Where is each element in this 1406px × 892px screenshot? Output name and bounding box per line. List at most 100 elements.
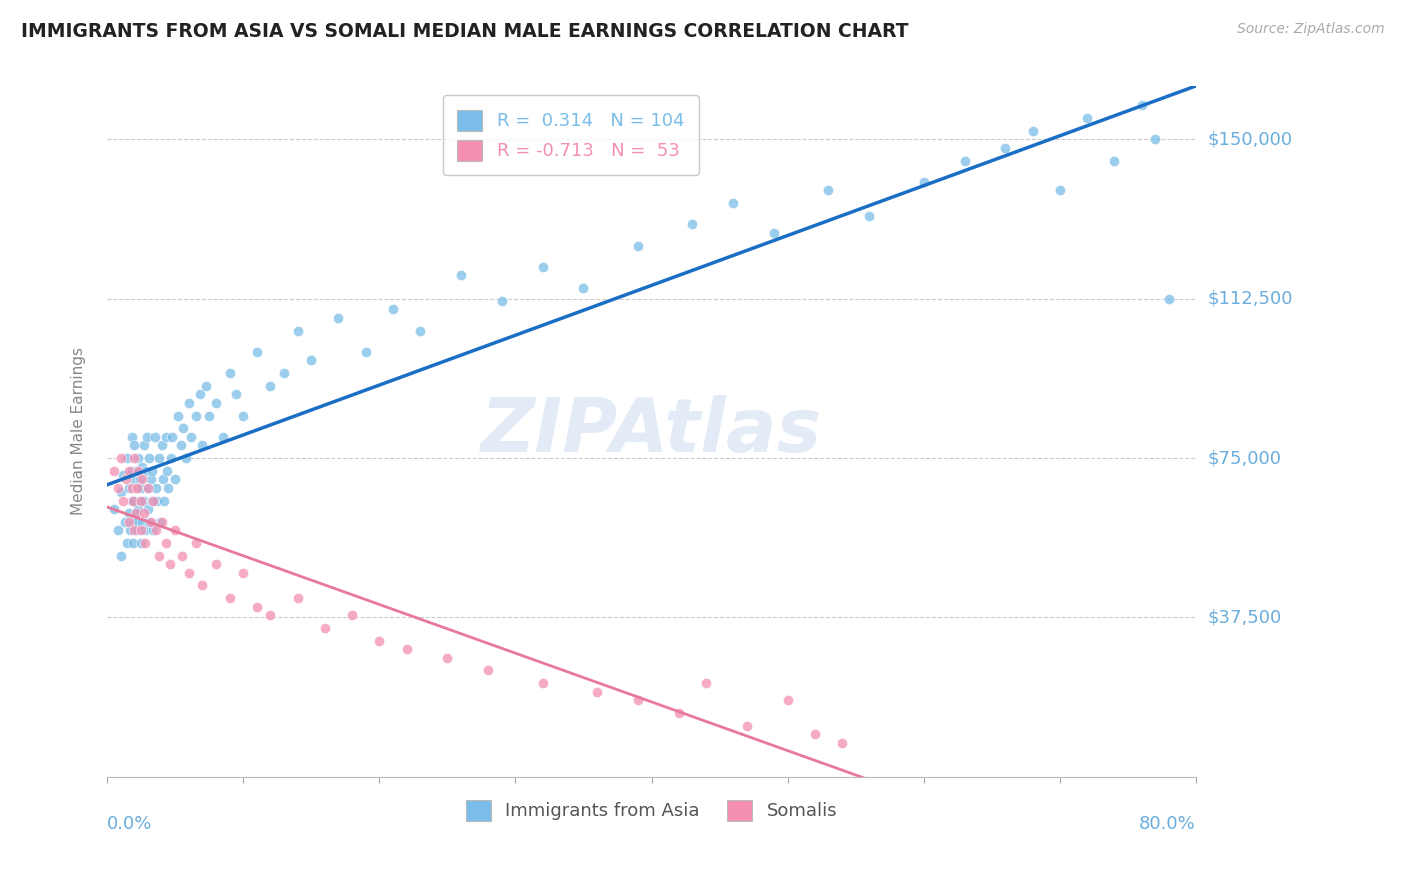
Text: $150,000: $150,000 xyxy=(1208,130,1292,148)
Point xyxy=(165,472,187,486)
Point xyxy=(143,430,166,444)
Point xyxy=(450,268,472,283)
Point xyxy=(131,472,153,486)
Point xyxy=(124,506,146,520)
Point xyxy=(155,430,177,444)
Point xyxy=(124,506,146,520)
Point xyxy=(117,450,139,465)
Point xyxy=(1144,132,1167,146)
Point xyxy=(681,218,703,232)
Point xyxy=(627,693,650,707)
Point xyxy=(776,693,799,707)
Point xyxy=(1049,183,1071,197)
Point xyxy=(121,464,143,478)
Point xyxy=(368,633,391,648)
Point xyxy=(156,464,179,478)
Point xyxy=(124,450,146,465)
Point xyxy=(858,209,880,223)
Point xyxy=(121,493,143,508)
Point xyxy=(127,450,149,465)
Point xyxy=(131,515,153,529)
Point xyxy=(124,481,146,495)
Point xyxy=(159,558,181,572)
Point xyxy=(136,502,159,516)
Point xyxy=(110,450,132,465)
Point xyxy=(127,464,149,478)
Point xyxy=(139,515,162,529)
Point xyxy=(124,523,146,537)
Point xyxy=(169,438,191,452)
Point xyxy=(1157,292,1180,306)
Text: $112,500: $112,500 xyxy=(1208,290,1292,308)
Point xyxy=(804,727,827,741)
Point xyxy=(112,493,135,508)
Point xyxy=(195,379,218,393)
Point xyxy=(136,481,159,495)
Point xyxy=(994,141,1017,155)
Text: $37,500: $37,500 xyxy=(1208,608,1281,626)
Point xyxy=(314,621,336,635)
Point xyxy=(328,310,350,325)
Point xyxy=(122,536,145,550)
Point xyxy=(188,387,211,401)
Point xyxy=(134,536,156,550)
Point xyxy=(148,549,170,563)
Point xyxy=(409,324,432,338)
Point xyxy=(572,281,595,295)
Point xyxy=(531,260,554,274)
Text: 80.0%: 80.0% xyxy=(1139,814,1197,832)
Point xyxy=(129,493,152,508)
Point xyxy=(115,472,138,486)
Point xyxy=(125,481,148,495)
Point xyxy=(138,450,160,465)
Point xyxy=(103,502,125,516)
Point xyxy=(152,472,174,486)
Point xyxy=(150,515,173,529)
Point xyxy=(149,515,172,529)
Point xyxy=(953,153,976,168)
Point xyxy=(153,493,176,508)
Point xyxy=(127,502,149,516)
Point xyxy=(128,472,150,486)
Point xyxy=(166,409,188,423)
Point xyxy=(184,536,207,550)
Point xyxy=(132,438,155,452)
Point xyxy=(125,464,148,478)
Point xyxy=(184,409,207,423)
Point xyxy=(107,481,129,495)
Point xyxy=(735,719,758,733)
Point xyxy=(586,684,609,698)
Point xyxy=(721,196,744,211)
Point xyxy=(157,481,180,495)
Point xyxy=(177,566,200,580)
Point xyxy=(1021,124,1043,138)
Point xyxy=(129,536,152,550)
Legend: Immigrants from Asia, Somalis: Immigrants from Asia, Somalis xyxy=(457,791,846,830)
Point xyxy=(145,523,167,537)
Point xyxy=(436,650,458,665)
Point xyxy=(817,183,839,197)
Point xyxy=(132,506,155,520)
Point xyxy=(110,549,132,563)
Point xyxy=(141,464,163,478)
Point xyxy=(129,481,152,495)
Y-axis label: Median Male Earnings: Median Male Earnings xyxy=(72,348,86,516)
Point xyxy=(340,608,363,623)
Point xyxy=(118,515,141,529)
Text: 0.0%: 0.0% xyxy=(107,814,152,832)
Point xyxy=(114,515,136,529)
Point xyxy=(110,485,132,500)
Point xyxy=(395,642,418,657)
Point xyxy=(191,578,214,592)
Point xyxy=(763,226,786,240)
Point xyxy=(122,493,145,508)
Point xyxy=(160,450,183,465)
Point xyxy=(831,736,853,750)
Point xyxy=(172,421,194,435)
Point xyxy=(205,396,228,410)
Point xyxy=(125,523,148,537)
Point xyxy=(132,493,155,508)
Text: ZIPAtlas: ZIPAtlas xyxy=(481,395,823,468)
Point xyxy=(177,396,200,410)
Point xyxy=(1076,112,1098,126)
